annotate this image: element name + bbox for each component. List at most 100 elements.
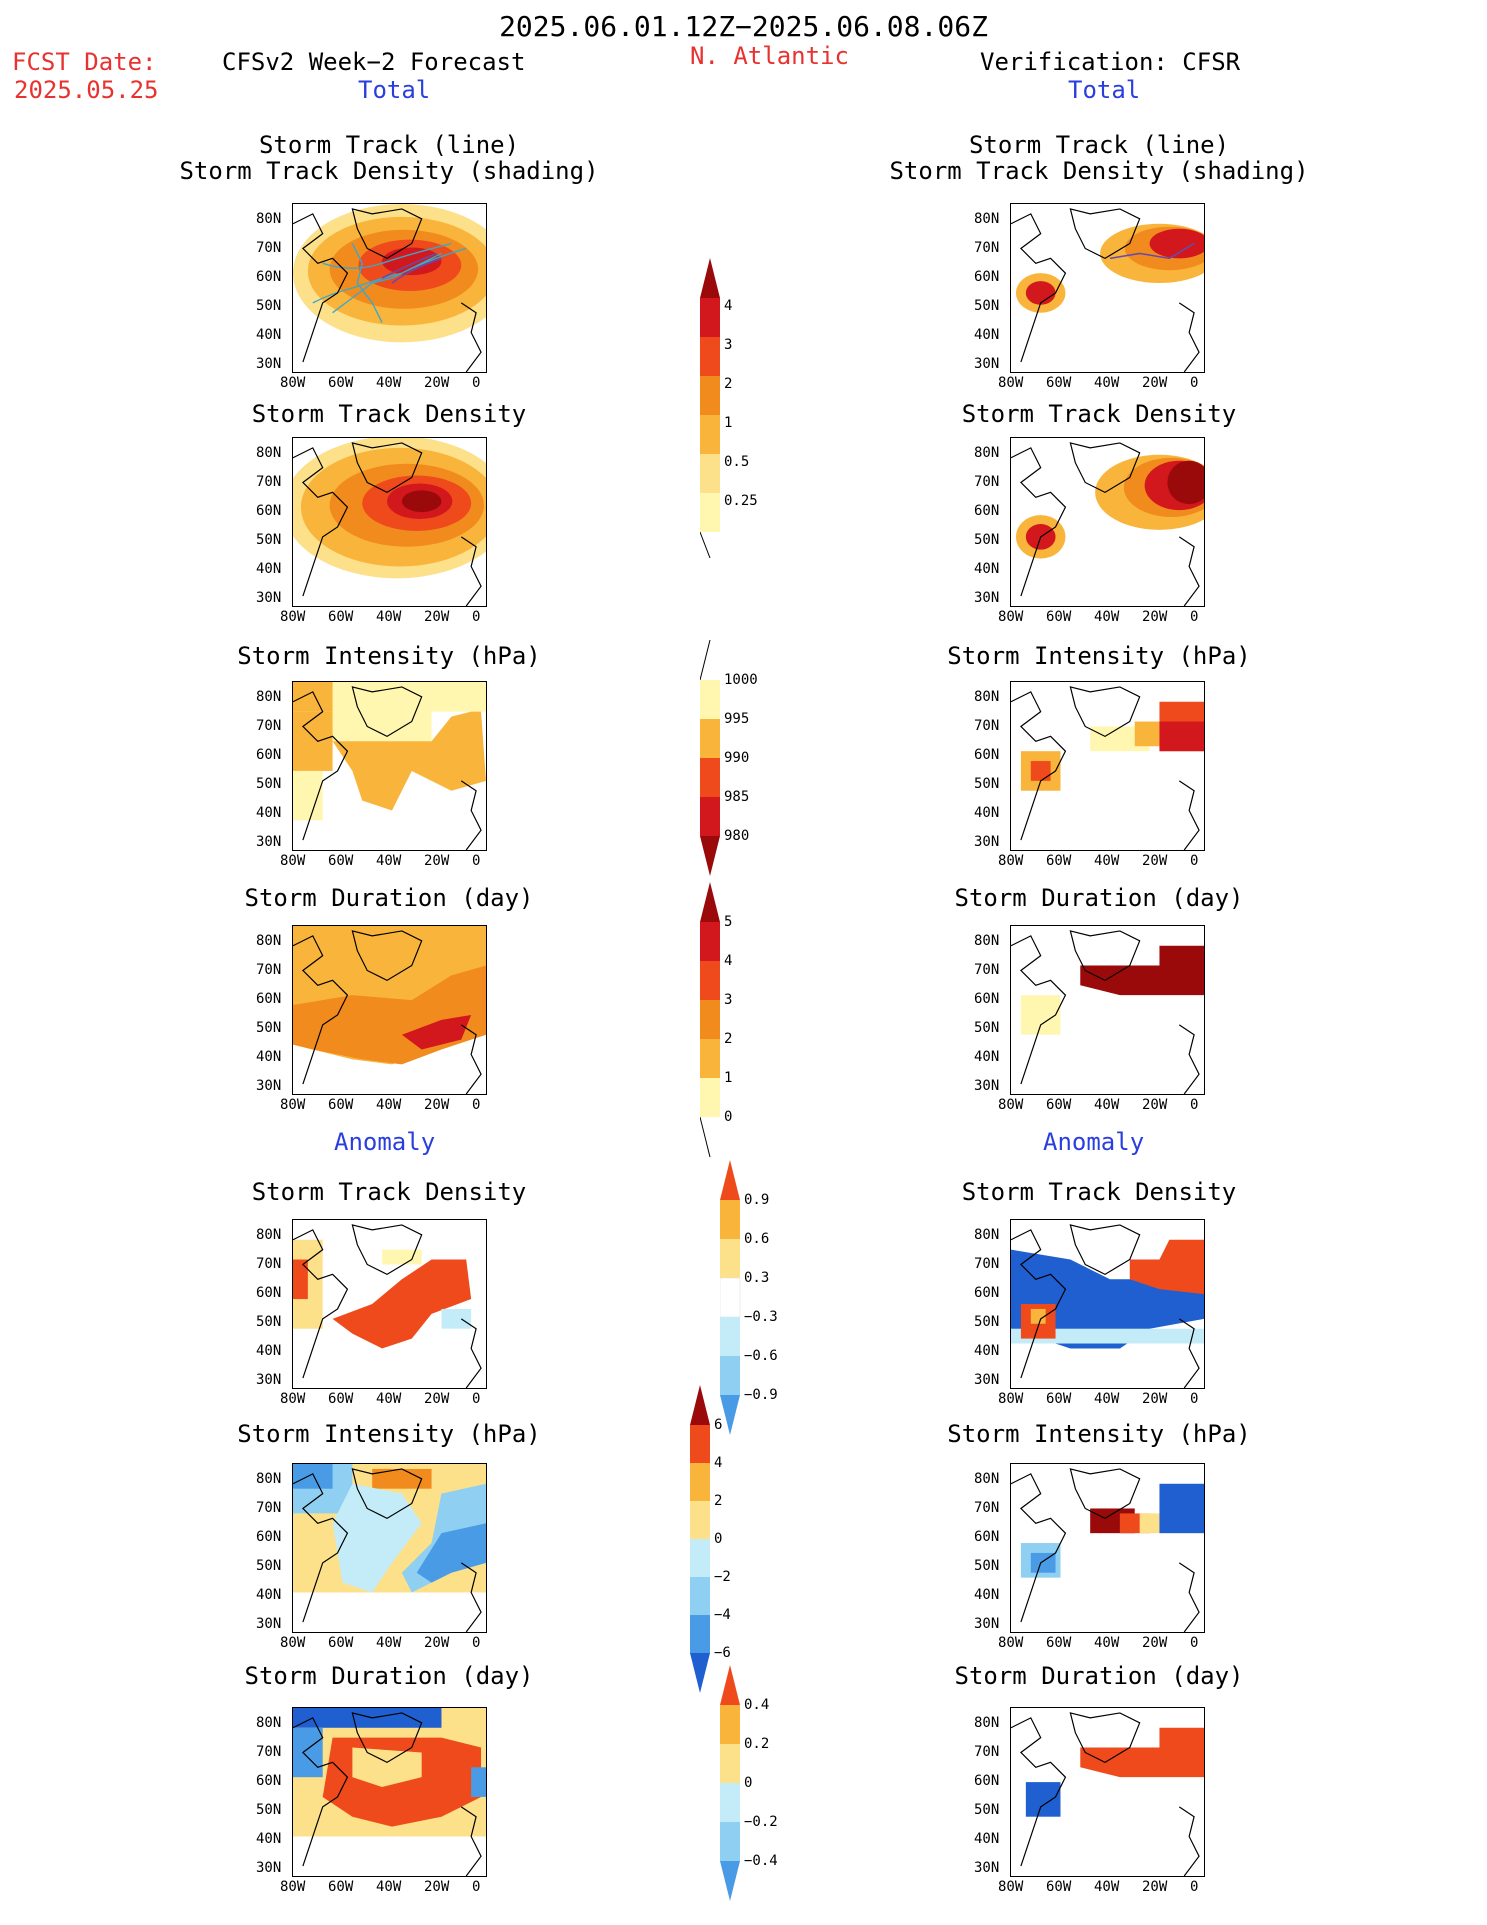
right-total-label: Total xyxy=(1068,76,1141,104)
lat-tick-label: 60N xyxy=(256,269,282,285)
lon-tick-label: 0 xyxy=(472,1097,481,1113)
colorbar-tick-label: 0.5 xyxy=(724,454,750,470)
left-anom-density-title: Storm Track Density xyxy=(251,1178,527,1206)
colorbar-tick-label: 0 xyxy=(724,1109,733,1125)
lon-tick-label: 40W xyxy=(1094,1097,1120,1113)
lat-tick-label: 70N xyxy=(974,474,1000,490)
lon-tick-label: 40W xyxy=(1094,375,1120,391)
lon-tick-label: 40W xyxy=(376,1097,402,1113)
lat-tick-label: 30N xyxy=(256,356,282,372)
colorbar-duration-anom xyxy=(720,1665,740,1901)
fcst-date-label: FCST Date: xyxy=(12,48,157,76)
lon-tick-label: 0 xyxy=(472,853,481,869)
lat-tick-label: 30N xyxy=(974,356,1000,372)
lat-tick-label: 50N xyxy=(256,298,282,314)
lon-tick-label: 20W xyxy=(424,1635,450,1651)
lat-tick-label: 30N xyxy=(256,1078,282,1094)
lon-tick-label: 60W xyxy=(1046,1879,1072,1895)
right-density-map xyxy=(1010,437,1205,607)
lat-tick-label: 60N xyxy=(974,1285,1000,1301)
lat-tick-label: 40N xyxy=(974,805,1000,821)
right-intensity-map xyxy=(1010,681,1205,851)
lon-tick-label: 0 xyxy=(472,1879,481,1895)
lat-tick-label: 80N xyxy=(974,1471,1000,1487)
colorbar-tick-label: 2 xyxy=(724,376,733,392)
colorbar-tick-label: 1 xyxy=(724,1070,733,1086)
colorbar-tick-label: −0.9 xyxy=(744,1387,778,1403)
lat-tick-label: 50N xyxy=(974,532,1000,548)
colorbar-duration-total xyxy=(700,882,720,1158)
colorbar-tick-label: 990 xyxy=(724,750,750,766)
lat-tick-label: 50N xyxy=(974,1314,1000,1330)
lat-tick-label: 40N xyxy=(974,1343,1000,1359)
lat-tick-label: 40N xyxy=(256,1049,282,1065)
lat-tick-label: 70N xyxy=(256,1256,282,1272)
lon-tick-label: 80W xyxy=(280,1097,306,1113)
lon-tick-label: 60W xyxy=(1046,609,1072,625)
lat-tick-label: 30N xyxy=(256,1616,282,1632)
lat-tick-label: 80N xyxy=(974,1715,1000,1731)
lat-tick-label: 70N xyxy=(256,718,282,734)
lon-tick-label: 0 xyxy=(472,375,481,391)
lat-tick-label: 40N xyxy=(256,805,282,821)
left-anomaly-label: Anomaly xyxy=(334,1128,436,1156)
colorbar-tick-label: 3 xyxy=(724,992,733,1008)
lon-tick-label: 0 xyxy=(1190,609,1199,625)
lon-tick-label: 20W xyxy=(424,1391,450,1407)
colorbar-tick-label: 0.9 xyxy=(744,1192,770,1208)
lon-tick-label: 80W xyxy=(280,609,306,625)
colorbar-tick-label: 4 xyxy=(714,1455,723,1471)
lon-tick-label: 0 xyxy=(1190,375,1199,391)
lat-tick-label: 40N xyxy=(974,1831,1000,1847)
lon-tick-label: 60W xyxy=(1046,375,1072,391)
lon-tick-label: 60W xyxy=(328,609,354,625)
colorbar-tick-label: 1 xyxy=(724,415,733,431)
right-anom-density-map xyxy=(1010,1219,1205,1389)
lat-tick-label: 60N xyxy=(256,747,282,763)
lon-tick-label: 80W xyxy=(998,1635,1024,1651)
colorbar-tick-label: 5 xyxy=(724,914,733,930)
lon-tick-label: 0 xyxy=(1190,1391,1199,1407)
left-intensity-map xyxy=(292,681,487,851)
colorbar-tick-label: −0.2 xyxy=(744,1814,778,1830)
lon-tick-label: 0 xyxy=(1190,1635,1199,1651)
right-track-title-1: Storm Track (line) xyxy=(968,131,1230,159)
lat-tick-label: 50N xyxy=(256,1020,282,1036)
lat-tick-label: 70N xyxy=(256,1500,282,1516)
lon-tick-label: 40W xyxy=(376,853,402,869)
left-anom-duration-title: Storm Duration (day) xyxy=(244,1662,534,1690)
left-density-map xyxy=(292,437,487,607)
colorbar-tick-label: 0 xyxy=(714,1531,723,1547)
lon-tick-label: 40W xyxy=(1094,1635,1120,1651)
lon-tick-label: 60W xyxy=(328,1879,354,1895)
colorbar-tick-label: 0.25 xyxy=(724,493,758,509)
colorbar-intensity-anom xyxy=(690,1385,710,1693)
lat-tick-label: 30N xyxy=(974,590,1000,606)
lon-tick-label: 40W xyxy=(1094,1879,1120,1895)
lat-tick-label: 60N xyxy=(256,1773,282,1789)
colorbar-tick-label: −0.4 xyxy=(744,1853,778,1869)
lat-tick-label: 40N xyxy=(256,561,282,577)
colorbar-tick-label: 0.3 xyxy=(744,1270,770,1286)
right-anom-intensity-map xyxy=(1010,1463,1205,1633)
lat-tick-label: 80N xyxy=(974,933,1000,949)
lat-tick-label: 80N xyxy=(974,1227,1000,1243)
left-density-title: Storm Track Density xyxy=(251,400,527,428)
colorbar-tick-label: 980 xyxy=(724,828,750,844)
lon-tick-label: 40W xyxy=(1094,1391,1120,1407)
lat-tick-label: 60N xyxy=(974,1529,1000,1545)
right-track-map xyxy=(1010,203,1205,373)
lat-tick-label: 60N xyxy=(974,269,1000,285)
lon-tick-label: 80W xyxy=(280,375,306,391)
lat-tick-label: 50N xyxy=(256,776,282,792)
lat-tick-label: 80N xyxy=(974,445,1000,461)
lat-tick-label: 70N xyxy=(974,718,1000,734)
right-anom-intensity-title: Storm Intensity (hPa) xyxy=(947,1420,1251,1448)
lat-tick-label: 80N xyxy=(256,445,282,461)
lat-tick-label: 80N xyxy=(256,1715,282,1731)
lon-tick-label: 20W xyxy=(424,1879,450,1895)
lon-tick-label: 80W xyxy=(998,375,1024,391)
right-anom-duration-map xyxy=(1010,1707,1205,1877)
lon-tick-label: 80W xyxy=(998,853,1024,869)
lon-tick-label: 80W xyxy=(280,853,306,869)
